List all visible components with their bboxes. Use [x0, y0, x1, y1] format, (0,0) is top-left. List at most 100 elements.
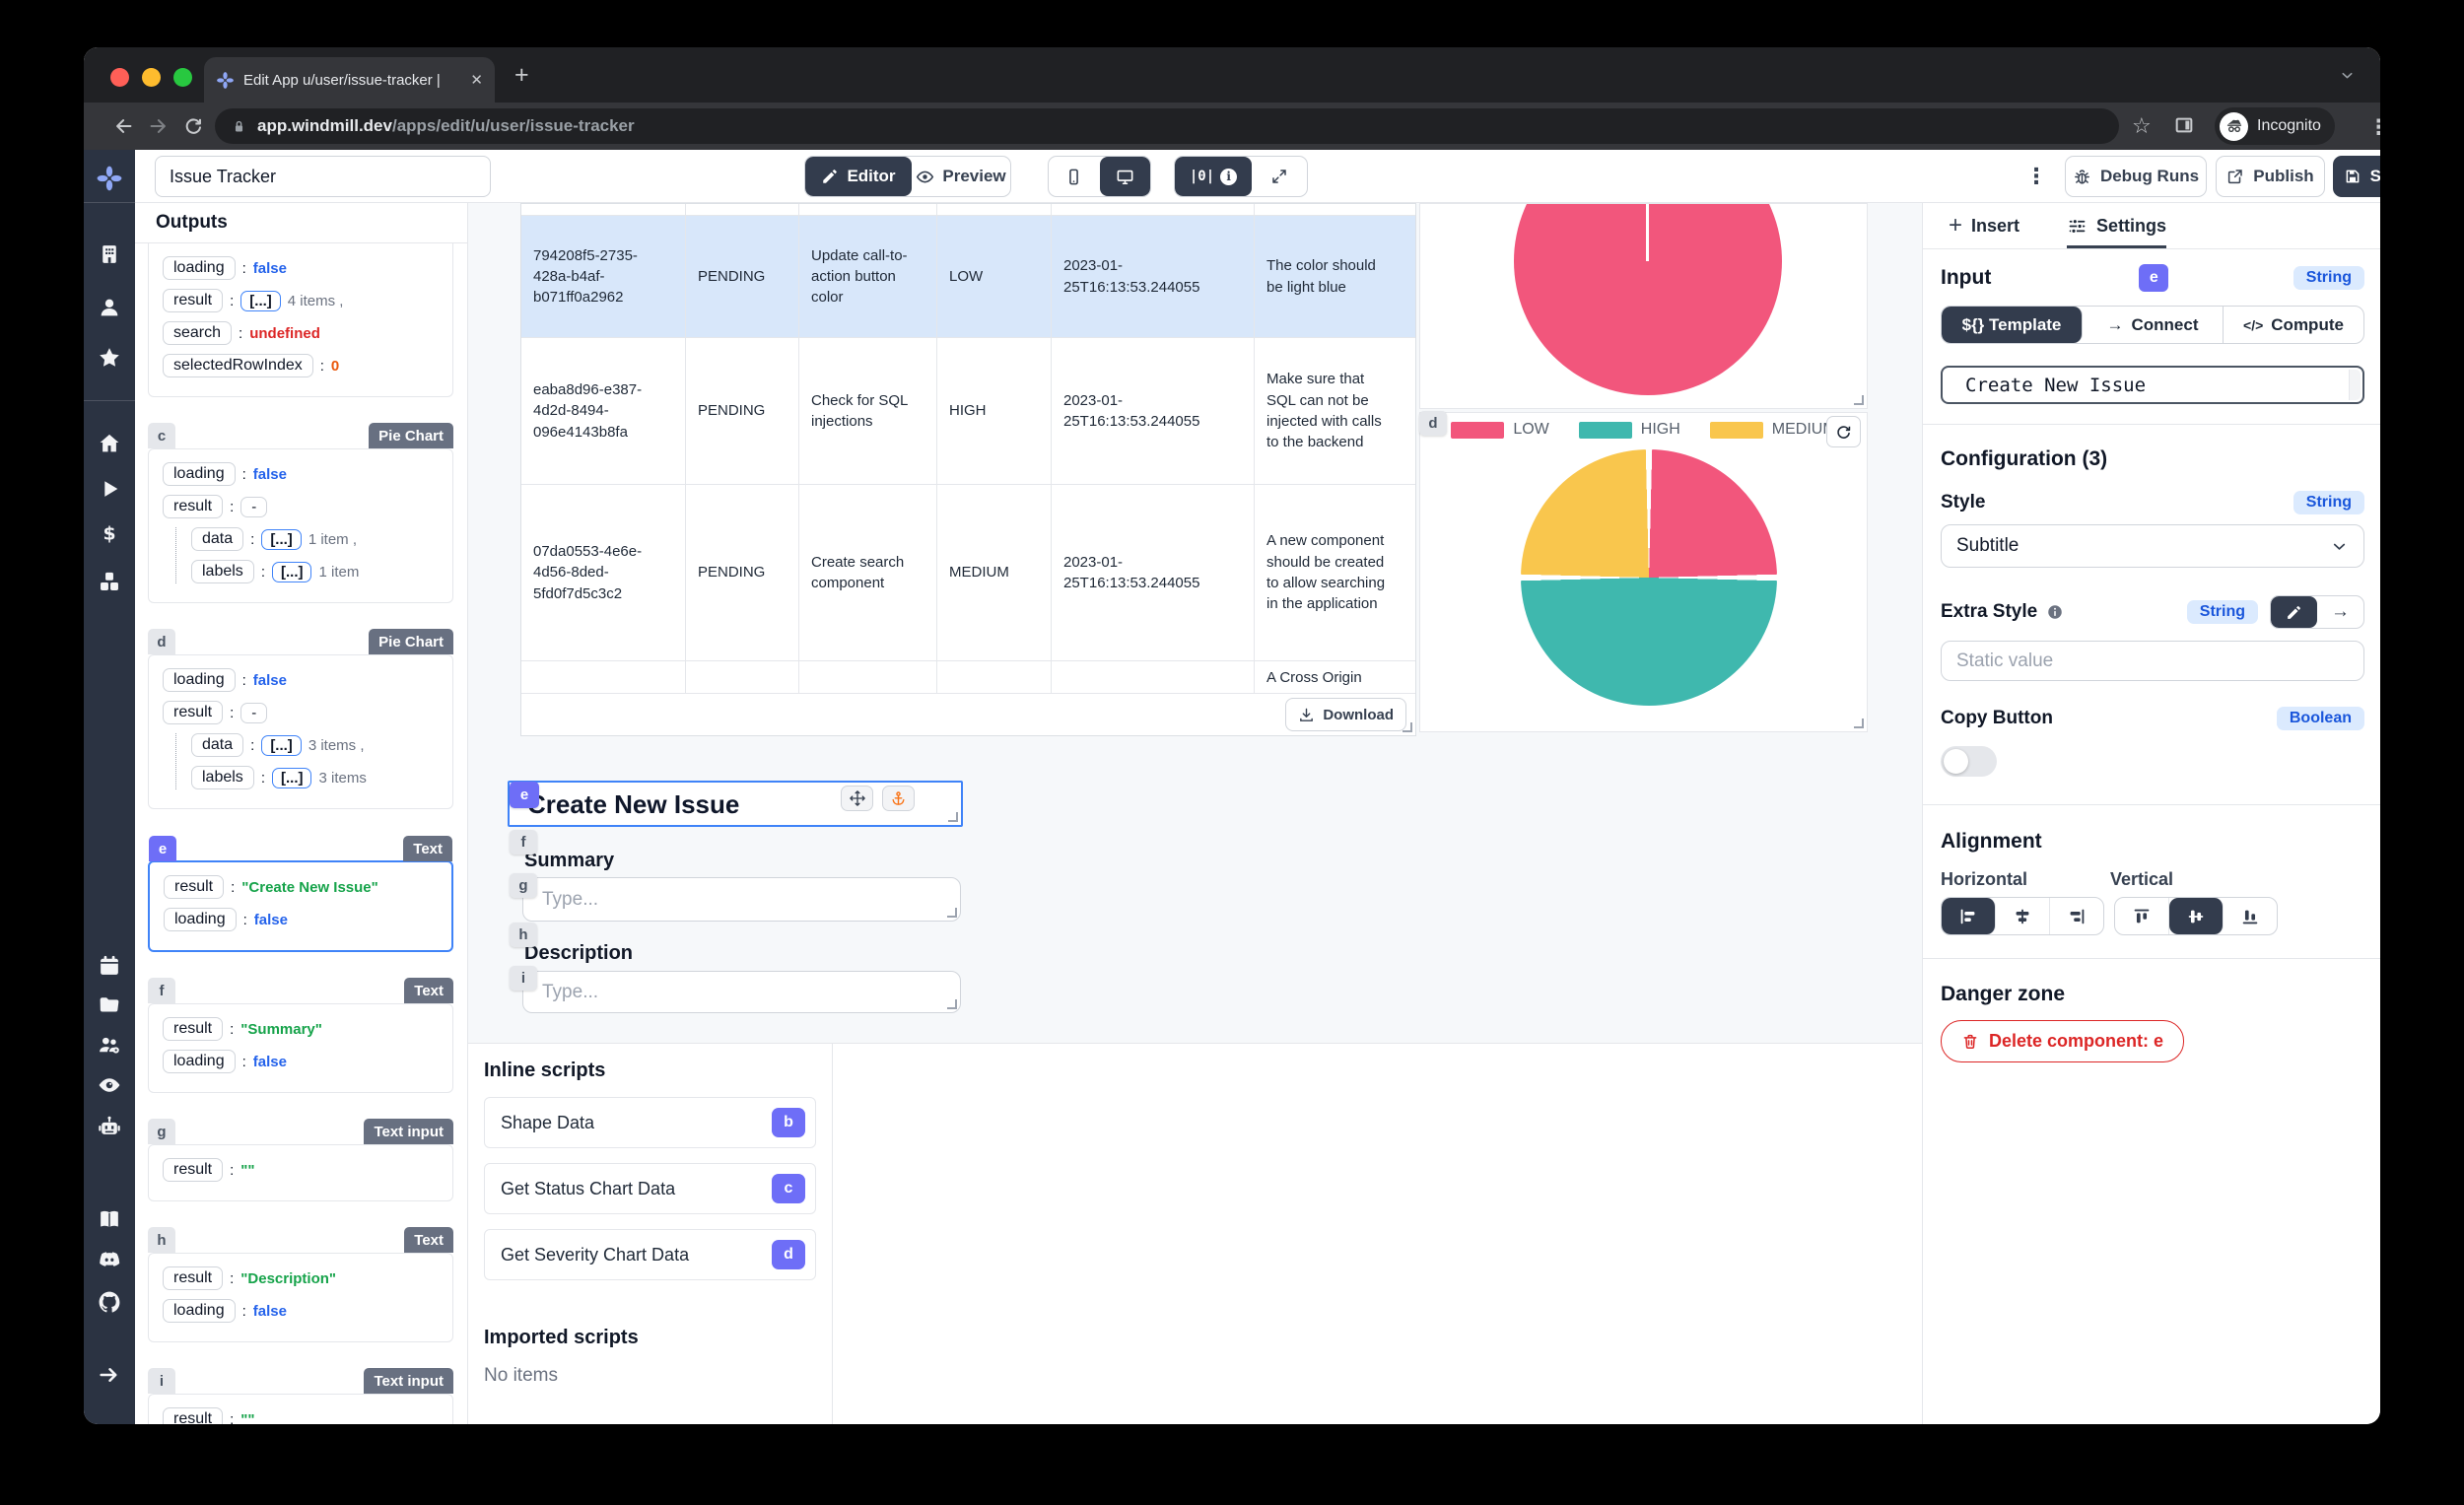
app-name-input[interactable]: Issue Tracker: [155, 156, 491, 197]
output-key[interactable]: loading: [163, 256, 236, 280]
minimize-window-button[interactable]: [142, 68, 161, 87]
template-mode-button[interactable]: ${} Template: [1942, 307, 2083, 343]
legend-item[interactable]: LOW: [1451, 421, 1549, 439]
output-key[interactable]: loading: [163, 668, 236, 692]
back-icon[interactable]: [113, 115, 135, 137]
component-badge-h[interactable]: h: [148, 1227, 175, 1253]
component-badge-e[interactable]: e: [510, 782, 539, 808]
summary-input[interactable]: Type...: [522, 877, 961, 922]
component-badge-f[interactable]: f: [148, 978, 175, 1003]
component-badge-e[interactable]: e: [149, 836, 176, 861]
output-key[interactable]: result: [163, 1266, 224, 1290]
sidebar-item-calendar-icon[interactable]: [98, 954, 122, 979]
inline-script-item[interactable]: Get Status Chart Data c: [484, 1163, 816, 1214]
mobile-view-button[interactable]: [1049, 157, 1100, 196]
copy-button-toggle[interactable]: [1941, 746, 1997, 777]
legend-item[interactable]: HIGH: [1578, 421, 1680, 439]
array-pill[interactable]: [...]: [271, 767, 312, 788]
output-card-f[interactable]: f Text result: "Summary" loading: false: [148, 978, 453, 1093]
component-badge-f[interactable]: f: [510, 830, 537, 855]
style-select[interactable]: Subtitle: [1941, 524, 2364, 568]
compute-mode-button[interactable]: </> Compute: [2243, 314, 2344, 334]
array-pill[interactable]: [...]: [261, 734, 302, 756]
table-row[interactable]: 07da0553-4e6e-4d56-8ded-5fd0f7d5c3c2 PEND…: [521, 485, 1415, 661]
component-badge-h[interactable]: h: [510, 923, 537, 947]
output-card-i[interactable]: i Text input result: "": [148, 1368, 453, 1424]
inline-script-item[interactable]: Get Severity Chart Data d: [484, 1229, 816, 1280]
windmill-logo-icon[interactable]: [96, 165, 123, 192]
table-row[interactable]: eaba8d96-e387-4d2d-8494-096e4143b8fa PEND…: [521, 338, 1415, 485]
debug-runs-button[interactable]: Debug Runs: [2065, 156, 2207, 197]
forward-icon[interactable]: [147, 115, 169, 137]
output-key[interactable]: labels: [191, 560, 254, 583]
reload-icon[interactable]: [182, 115, 204, 137]
output-card[interactable]: loading: false result: [...] 4 items , search…: [148, 243, 453, 397]
output-key[interactable]: labels: [191, 766, 254, 789]
output-key[interactable]: data: [191, 733, 244, 757]
description-input[interactable]: Type...: [522, 971, 961, 1013]
preview-button[interactable]: Preview: [912, 157, 1010, 196]
table-row[interactable]: 794208f5-2735-428a-b4af-b071ff0a2962 PEND…: [521, 216, 1415, 338]
connect-arrow-button[interactable]: →: [2331, 601, 2350, 622]
resize-handle[interactable]: [948, 812, 958, 822]
output-key[interactable]: result: [163, 701, 224, 724]
output-key[interactable]: result: [163, 1017, 224, 1041]
desktop-view-button[interactable]: [1099, 157, 1150, 196]
align-h-left-button[interactable]: [1942, 898, 1996, 934]
resize-handle[interactable]: [1403, 722, 1412, 732]
sidebar-item-book-icon[interactable]: [98, 1207, 122, 1232]
output-key[interactable]: data: [191, 527, 244, 551]
output-card-e[interactable]: e Text result: "Create New Issue" loading: fa…: [148, 836, 453, 952]
browser-menu-icon[interactable]: ⋮: [2368, 116, 2380, 139]
align-v-bottom-button[interactable]: [2224, 898, 2277, 934]
component-badge-i[interactable]: i: [148, 1368, 175, 1394]
table-row[interactable]: A Cross Origin: [521, 661, 1415, 695]
sidebar-item-cubes-icon[interactable]: [98, 570, 122, 594]
sidebar-item-users-cog-icon[interactable]: [98, 1033, 122, 1058]
close-window-button[interactable]: [110, 68, 129, 87]
output-key[interactable]: result: [163, 495, 224, 518]
output-card-g[interactable]: g Text input result: "": [148, 1119, 453, 1201]
resize-handle[interactable]: [947, 908, 957, 918]
save-button[interactable]: Save: [2333, 156, 2380, 197]
bookmark-star-icon[interactable]: ☆: [2132, 113, 2152, 138]
sidebar-item-folder-icon[interactable]: [98, 992, 122, 1017]
output-card-c[interactable]: c Pie Chart loading: false result: - data: [...…: [148, 423, 453, 603]
align-v-center-button[interactable]: [2169, 898, 2224, 934]
output-key[interactable]: loading: [163, 1299, 236, 1323]
template-value-input[interactable]: Create New Issue: [1941, 366, 2364, 404]
output-card-h[interactable]: h Text result: "Description" loading: false: [148, 1227, 453, 1342]
table-row[interactable]: [521, 204, 1415, 224]
array-pill[interactable]: [...]: [271, 561, 312, 582]
output-card-d[interactable]: d Pie Chart loading: false result: - data: [...…: [148, 629, 453, 809]
resize-handle[interactable]: [947, 999, 957, 1009]
extra-style-input[interactable]: Static value: [1941, 641, 2364, 681]
output-key[interactable]: search: [163, 321, 233, 345]
component-badge-i[interactable]: i: [510, 966, 537, 991]
grid-info-toggle[interactable]: |0| i: [1175, 157, 1252, 196]
object-pill[interactable]: -: [240, 496, 268, 517]
pie-chart-c[interactable]: [1419, 203, 1868, 409]
sidebar-item-discord-icon[interactable]: [98, 1248, 122, 1272]
url-bar[interactable]: app.windmill.dev/apps/edit/u/user/issue-…: [215, 108, 2119, 144]
connect-mode-button[interactable]: → Connect: [2083, 307, 2224, 343]
component-badge-d[interactable]: d: [148, 629, 175, 654]
resize-handle[interactable]: [1854, 718, 1864, 728]
table-component[interactable]: 794208f5-2735-428a-b4af-b071ff0a2962 PEND…: [520, 203, 1416, 736]
legend-item[interactable]: MEDIUM: [1709, 421, 1836, 439]
delete-component-button[interactable]: Delete component: e: [1941, 1020, 2185, 1062]
sidebar-item-user-icon[interactable]: [98, 296, 122, 320]
fullscreen-button[interactable]: [1252, 157, 1307, 196]
tab-insert[interactable]: + Insert: [1949, 212, 2020, 239]
refresh-button[interactable]: [1826, 416, 1861, 447]
output-key[interactable]: result: [163, 289, 224, 312]
component-badge-d[interactable]: d: [1419, 411, 1447, 436]
static-edit-button[interactable]: [2271, 596, 2317, 628]
move-handle[interactable]: [841, 786, 873, 811]
object-pill[interactable]: -: [240, 702, 268, 723]
sidebar-item-github-icon[interactable]: [98, 1290, 122, 1315]
sidebar-item-robot-icon[interactable]: [98, 1115, 122, 1139]
anchor-handle[interactable]: [882, 786, 915, 811]
output-key[interactable]: selectedRowIndex: [163, 354, 313, 377]
array-pill[interactable]: [...]: [261, 528, 302, 550]
